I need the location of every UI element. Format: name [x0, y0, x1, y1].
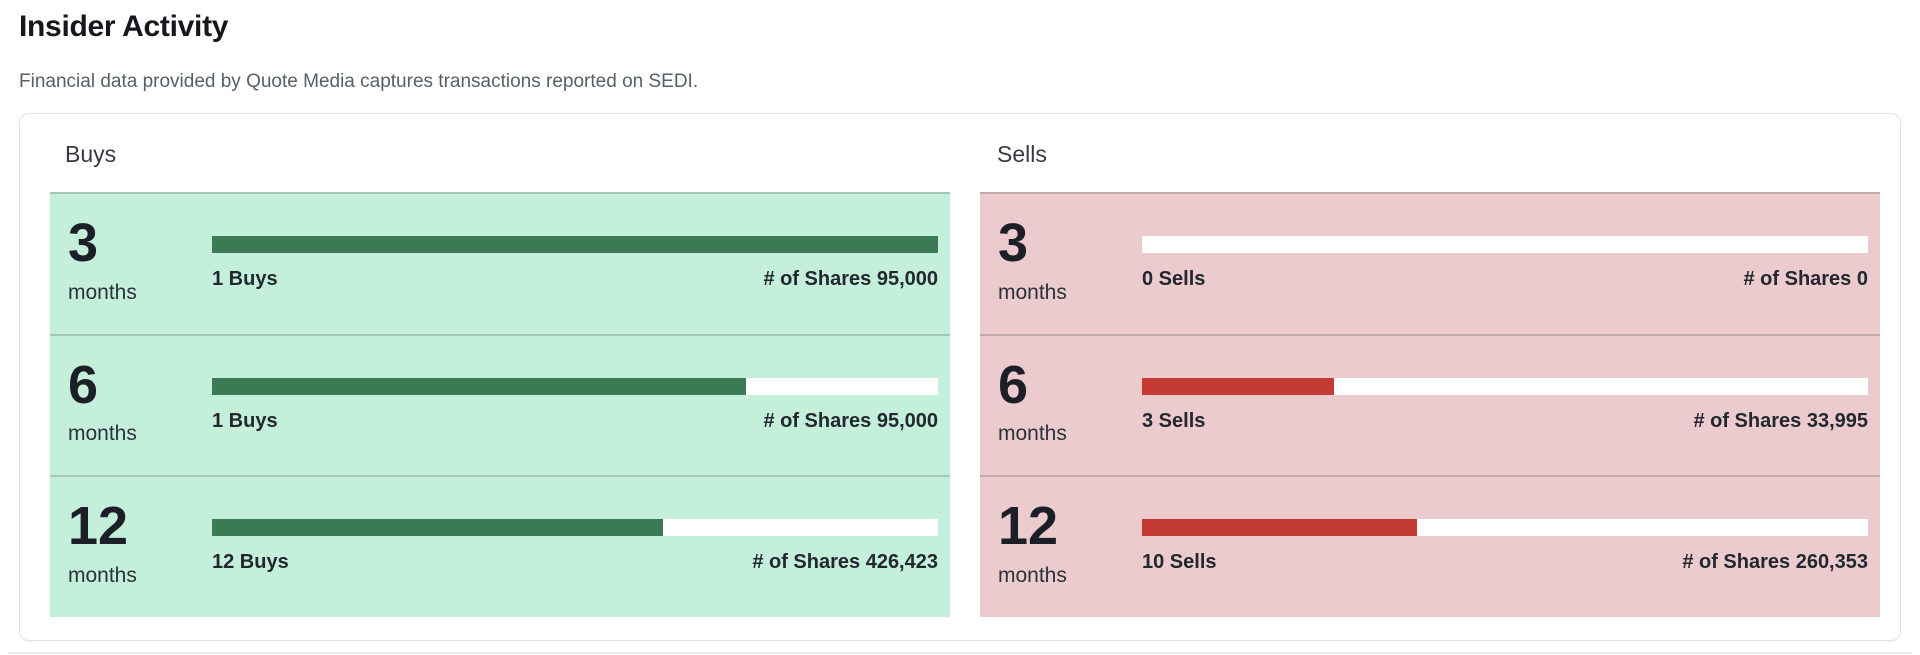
- sells-panel: 3 months 0 Sells # of Shares 0 6 months: [980, 192, 1880, 617]
- buys-bar-fill: [212, 519, 663, 537]
- period-value: 12: [68, 496, 129, 557]
- period-unit: months: [998, 422, 1067, 446]
- buys-row-12-months: 12 months 12 Buys # of Shares 426,423: [50, 475, 950, 617]
- buys-row-3-months: 3 months 1 Buys # of Shares 95,000: [50, 192, 950, 334]
- period-label: 12 months: [68, 498, 208, 588]
- buys-bar-track: [212, 377, 938, 395]
- period-label: 3 months: [998, 215, 1138, 305]
- period-unit: months: [68, 280, 137, 304]
- period-label: 6 months: [68, 354, 208, 447]
- row-body: 12 Buys # of Shares 426,423: [212, 519, 938, 574]
- row-body: 0 Sells # of Shares 0: [1142, 236, 1868, 291]
- period-label: 3 months: [68, 215, 208, 305]
- buys-bar-track: [212, 236, 938, 253]
- period-unit: months: [68, 564, 137, 588]
- period-value: 3: [68, 213, 99, 273]
- data-source-disclaimer: Financial data provided by Quote Media c…: [19, 71, 699, 92]
- sells-bar-track: [1142, 377, 1868, 395]
- sells-count-label: 0 Sells: [1142, 268, 1206, 290]
- sells-bar-track: [1142, 519, 1868, 537]
- period-value: 6: [998, 354, 1029, 415]
- buys-shares-label: # of Shares 95,000: [763, 409, 938, 432]
- buys-section-header: Buys: [65, 141, 117, 167]
- sells-bar-track: [1142, 236, 1868, 253]
- sells-shares-label: # of Shares 0: [1743, 268, 1868, 290]
- sells-row-6-months: 6 months 3 Sells # of Shares 33,995: [980, 333, 1880, 476]
- sells-shares-label: # of Shares 260,353: [1682, 551, 1868, 574]
- period-unit: months: [68, 422, 137, 446]
- sells-row-12-months: 12 months 10 Sells # of Shares 260,353: [980, 475, 1880, 617]
- period-unit: months: [998, 564, 1067, 588]
- buys-row-6-months: 6 months 1 Buys # of Shares 95,000: [50, 333, 950, 476]
- buys-panel: 3 months 1 Buys # of Shares 95,000 6 mon…: [50, 192, 950, 617]
- row-body: 10 Sells # of Shares 260,353: [1142, 519, 1868, 574]
- buys-count-label: 12 Buys: [212, 551, 289, 574]
- buys-bar-fill: [212, 377, 747, 395]
- buys-bar-fill: [212, 236, 938, 253]
- row-body: 1 Buys # of Shares 95,000: [212, 236, 938, 291]
- sells-shares-label: # of Shares 33,995: [1693, 409, 1868, 432]
- buys-count-label: 1 Buys: [212, 409, 278, 432]
- insider-activity-card: Buys Sells 3 months 1 Buys # of Shares 9…: [19, 113, 1901, 641]
- sells-count-label: 3 Sells: [1142, 409, 1206, 432]
- row-body: 3 Sells # of Shares 33,995: [1142, 377, 1868, 433]
- sells-row-3-months: 3 months 0 Sells # of Shares 0: [980, 192, 1880, 334]
- buys-bar-track: [212, 519, 938, 537]
- buys-shares-label: # of Shares 95,000: [763, 268, 938, 290]
- period-value: 6: [68, 354, 99, 415]
- buys-count-label: 1 Buys: [212, 268, 278, 290]
- page-title: Insider Activity: [19, 10, 229, 43]
- sells-section-header: Sells: [997, 141, 1047, 167]
- row-body: 1 Buys # of Shares 95,000: [212, 377, 938, 433]
- period-value: 12: [998, 496, 1059, 557]
- buys-shares-label: # of Shares 426,423: [752, 551, 938, 574]
- period-unit: months: [998, 280, 1067, 304]
- next-section-top-edge: [8, 652, 1912, 654]
- sells-bar-fill: [1142, 377, 1334, 395]
- sells-count-label: 10 Sells: [1142, 551, 1217, 574]
- period-value: 3: [998, 213, 1029, 273]
- sells-bar-fill: [1142, 519, 1418, 537]
- period-label: 12 months: [998, 498, 1138, 588]
- period-label: 6 months: [998, 354, 1138, 447]
